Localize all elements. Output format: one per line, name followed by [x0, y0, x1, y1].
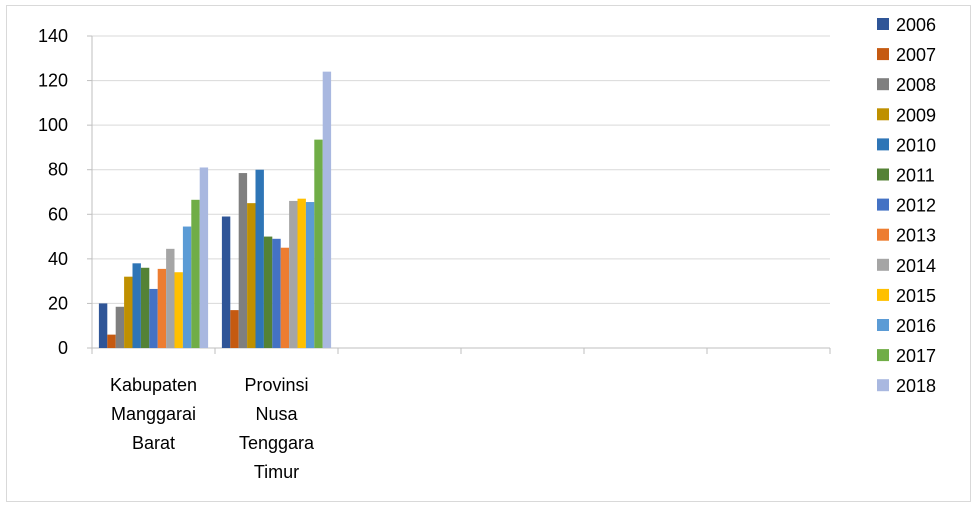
legend-label: 2006 — [896, 15, 936, 35]
legend-label: 2010 — [896, 135, 936, 155]
bar-2017 — [191, 199, 200, 348]
x-category-label: Timur — [254, 462, 299, 482]
legend-swatch — [877, 198, 889, 211]
y-tick-label: 80 — [48, 160, 68, 180]
x-category-label: Kabupaten — [110, 375, 197, 395]
legend-label: 2016 — [896, 316, 936, 336]
bar-2006 — [98, 303, 108, 348]
x-axis: Kabupaten Manggarai Barat Provinsi Nusa Tengg… — [91, 347, 831, 482]
bar-2010 — [132, 263, 141, 348]
bar-2018 — [199, 167, 209, 348]
legend-swatch — [877, 168, 889, 181]
legend-swatch — [877, 349, 889, 362]
y-tick-label: 40 — [48, 249, 68, 269]
legend-label: 2007 — [896, 45, 936, 65]
legend-label: 2015 — [896, 286, 936, 306]
bar-2007 — [230, 310, 239, 348]
y-tick-label: 0 — [58, 338, 68, 358]
x-category-label: Tenggara — [239, 433, 315, 453]
bar-2013 — [280, 247, 290, 348]
legend-swatch — [877, 48, 889, 61]
legend-swatch — [877, 288, 889, 301]
legend-label: 2009 — [896, 105, 936, 125]
y-tick-label: 100 — [38, 115, 68, 135]
bar-2006 — [221, 216, 231, 348]
bar-2018 — [322, 71, 332, 349]
legend-swatch — [877, 228, 889, 241]
bar-2014 — [166, 248, 175, 348]
bar-2013 — [157, 268, 167, 348]
legend-label: 2012 — [896, 196, 936, 216]
gridlines — [92, 35, 830, 304]
x-category-label: Nusa — [255, 404, 298, 424]
legend-swatch — [877, 319, 889, 331]
bar-2016 — [305, 202, 315, 348]
bar-2015 — [297, 198, 306, 348]
legend-swatch — [877, 138, 889, 151]
chart-frame — [6, 5, 971, 502]
bar-2017 — [314, 139, 323, 348]
bar-2010 — [255, 169, 264, 348]
bars — [98, 71, 332, 349]
bar-2012 — [149, 288, 158, 348]
legend-label: 2018 — [896, 376, 936, 396]
legend-swatch — [877, 18, 889, 30]
bar-2009 — [124, 276, 133, 348]
legend-swatch — [877, 78, 889, 91]
x-category-label: Manggarai — [111, 404, 196, 424]
x-category-label: Provinsi — [244, 375, 308, 395]
bar-2009 — [247, 203, 256, 348]
legend-label: 2014 — [896, 256, 936, 276]
bar-2012 — [272, 238, 281, 348]
legend-label: 2011 — [896, 166, 935, 186]
bar-2015 — [174, 272, 183, 348]
bar-2008 — [115, 306, 125, 348]
y-tick-label: 20 — [48, 293, 68, 313]
legend-swatch — [877, 108, 889, 121]
y-tick-label: 120 — [38, 71, 68, 91]
y-tick-label: 140 — [38, 26, 68, 46]
x-category-label: Barat — [132, 433, 175, 453]
bar-2014 — [289, 200, 298, 348]
bar-2007 — [107, 334, 116, 348]
legend: 2006 2007 2008 2009 2010 2011 2012 2013 2014 2015… — [877, 15, 936, 396]
y-axis: 0 20 40 60 80 100 120 140 — [38, 26, 93, 358]
bar-2011 — [263, 236, 273, 348]
y-tick-label: 60 — [48, 204, 68, 224]
legend-swatch — [877, 258, 889, 271]
legend-label: 2017 — [896, 346, 936, 366]
legend-swatch — [877, 379, 889, 392]
bar-2016 — [182, 226, 192, 348]
legend-label: 2013 — [896, 226, 936, 246]
bar-2008 — [238, 173, 248, 348]
bar-2011 — [140, 267, 150, 348]
legend-label: 2008 — [896, 75, 936, 95]
